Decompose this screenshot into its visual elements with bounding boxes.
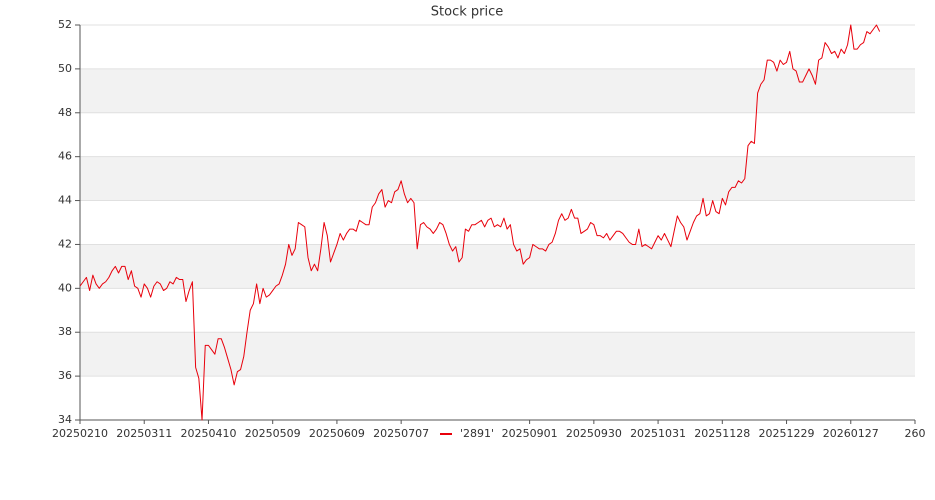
line-series [79, 24, 881, 421]
y-tick-label: 40 [58, 281, 72, 294]
grid-band [80, 332, 915, 377]
x-tick-label: 20251229 [759, 427, 815, 440]
x-tick-label: 20260127 [823, 427, 879, 440]
x-tick-label: 260 [905, 427, 926, 440]
grid-band [80, 244, 915, 289]
y-tick-label: 42 [58, 237, 72, 250]
x-tick-label: 20251128 [694, 427, 750, 440]
x-tick-label: 20250901 [502, 427, 558, 440]
y-tick-label: 44 [58, 194, 72, 207]
x-tick-label: 20250609 [309, 427, 365, 440]
chart-title: Stock price [431, 5, 503, 20]
grid-band [80, 156, 915, 201]
x-tick-label: 20250410 [180, 427, 236, 440]
y-tick-label: 46 [58, 150, 72, 163]
y-tick-label: 48 [58, 106, 72, 119]
x-tick-label: 20250707 [373, 427, 429, 440]
y-tick-label: 52 [58, 18, 72, 31]
x-tick-label: 20251031 [630, 427, 686, 440]
y-tick-label: 50 [58, 62, 72, 75]
x-tick-label: 20250930 [566, 427, 622, 440]
y-tick-label: 38 [58, 325, 72, 338]
y-tick-label: 36 [58, 369, 72, 382]
legend-label: '2891' [460, 427, 494, 440]
grid-band [80, 68, 915, 113]
x-tick-label: 20250210 [52, 427, 108, 440]
y-tick-label: 34 [58, 413, 72, 426]
x-tick-label: 20250509 [245, 427, 301, 440]
legend-box [436, 426, 498, 442]
x-tick-label: 20250311 [116, 427, 172, 440]
